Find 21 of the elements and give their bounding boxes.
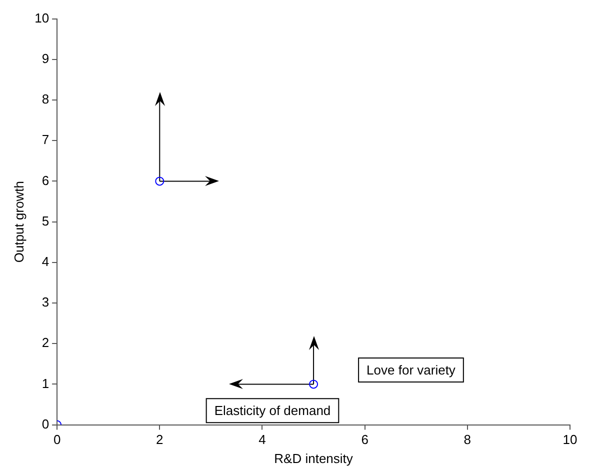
y-tick-label: 6 xyxy=(42,172,50,188)
x-tick-label: 4 xyxy=(258,432,266,448)
x-axis-title: R&D intensity xyxy=(274,450,354,466)
y-tick-label: 9 xyxy=(42,50,50,66)
annotation: Elasticity of demand xyxy=(214,403,331,418)
y-tick-label: 10 xyxy=(34,10,50,26)
y-tick-label: 4 xyxy=(42,254,50,269)
x-tick-label: 2 xyxy=(156,432,164,448)
y-tick-label: 7 xyxy=(42,132,50,148)
x-tick-label: 8 xyxy=(464,432,472,448)
y-tick-label: 5 xyxy=(42,213,50,228)
y-tick-label: 0 xyxy=(42,416,50,432)
x-tick-label: 6 xyxy=(361,432,368,448)
y-tick-label: 3 xyxy=(42,294,50,310)
y-tick-label: 2 xyxy=(42,335,50,350)
y-tick-label: 1 xyxy=(42,376,50,391)
annotation: Love for variety xyxy=(366,362,456,378)
x-tick-label: 0 xyxy=(53,432,61,448)
x-tick-label: 10 xyxy=(562,432,578,448)
y-axis-title: Output growth xyxy=(11,180,26,263)
y-tick-label: 8 xyxy=(42,92,50,107)
